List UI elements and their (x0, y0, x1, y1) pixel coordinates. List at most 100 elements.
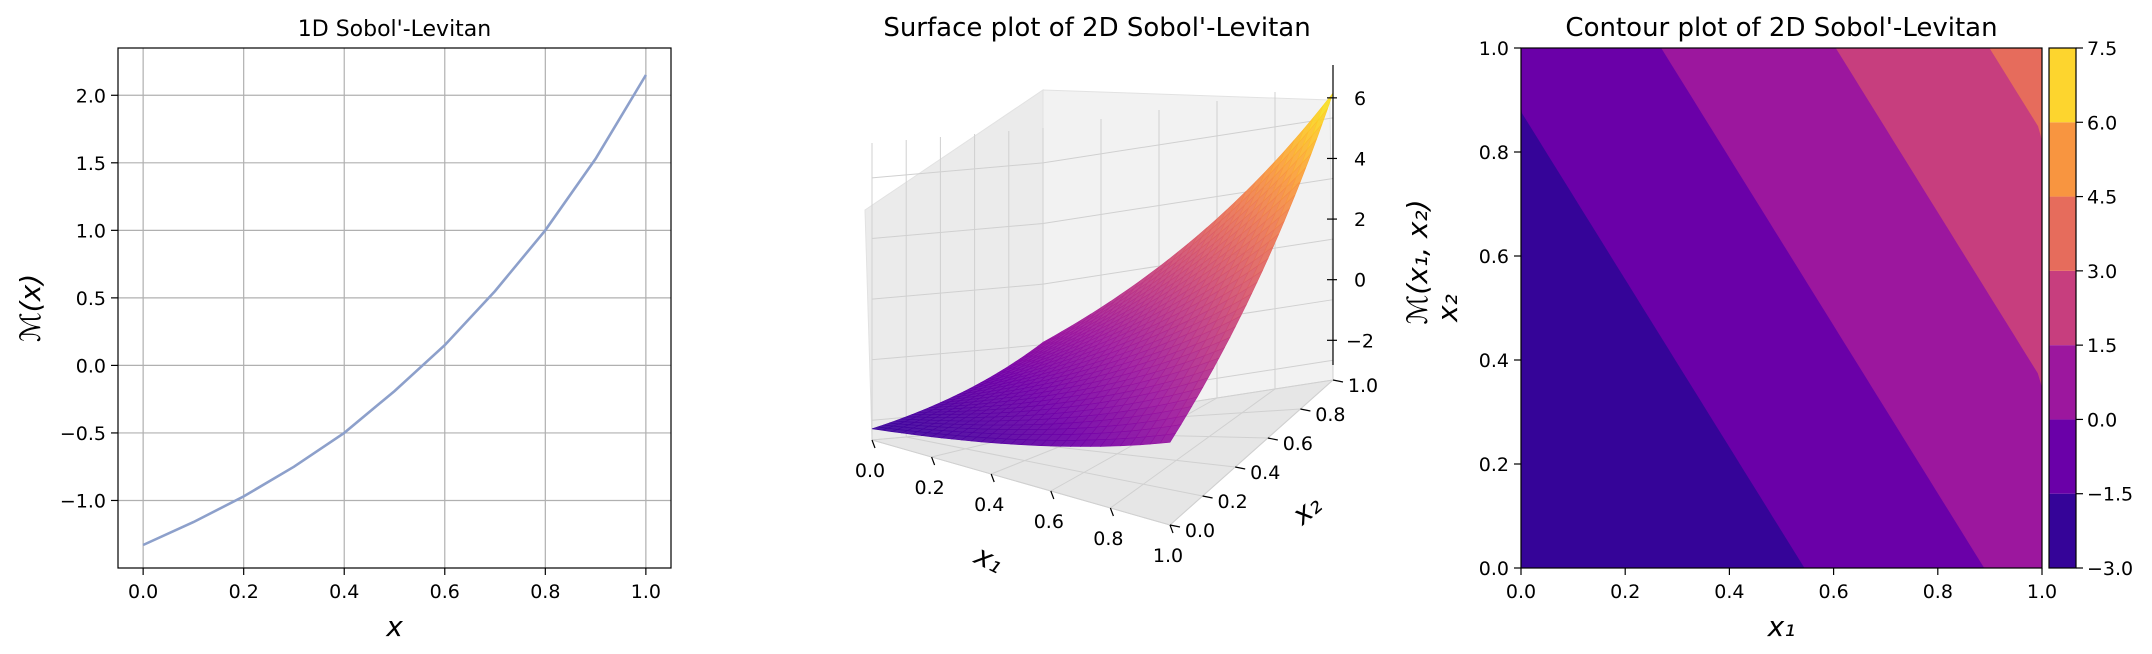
surface-x-label: x₁ (969, 538, 1009, 580)
line-chart-series (142, 74, 648, 547)
surface-mesh (871, 92, 1334, 447)
x-tick-label: 0.6 (1818, 581, 1848, 603)
y-tick-label: 1.0 (76, 220, 106, 242)
x-tick-mark (871, 439, 876, 449)
x-tick-label: 1.0 (631, 581, 661, 603)
wall-grid-line (871, 283, 1044, 300)
x-tick-label: 0.0 (128, 581, 158, 603)
colorbar-tick-label: 3.0 (2087, 261, 2117, 283)
y-tick-label: 1.5 (76, 153, 106, 175)
wall-grid-line (1042, 117, 1334, 164)
x-tick-mark (990, 473, 995, 483)
x-tick-mark (1050, 490, 1055, 500)
contour-x-ticks: 0.0 0.2 0.4 0.6 0.8 1.0 (1506, 568, 2057, 603)
colorbar-segment (2049, 419, 2076, 494)
surface-z-label: ℳ(x₁, x₂) (1401, 199, 1434, 324)
x-tick-label: 1.0 (1153, 545, 1183, 567)
y-tick-label: 0.5 (76, 288, 106, 310)
wall-grid-line (871, 344, 1044, 361)
floor-grid-line (871, 439, 1171, 526)
line-chart-x-label: x (385, 610, 403, 643)
x-tick-label: 0.2 (914, 477, 944, 499)
z-tick-label: 6 (1354, 88, 1366, 110)
colorbar-tick-label: 0.0 (2087, 409, 2117, 431)
colorbar-tick-label: 4.5 (2087, 187, 2117, 209)
colorbar-tick-label: −1.5 (2087, 484, 2133, 506)
contour-chart-frame (1520, 47, 2043, 569)
x-tick-label: 0.8 (1093, 528, 1123, 550)
y-tick-mark (1235, 466, 1246, 470)
y-tick-mark (1169, 524, 1181, 528)
y-tick-mark (1202, 495, 1213, 499)
y-tick-label: 0.0 (1185, 520, 1215, 542)
y-tick-label: 0.4 (1479, 350, 1509, 372)
surface-ticks: 0.00.20.40.60.81.00.00.20.40.60.81.0−202… (855, 65, 1378, 567)
x-tick-label: 0.8 (1923, 581, 1953, 603)
y-tick-label: 0.8 (1479, 142, 1509, 164)
x-tick-mark (931, 456, 936, 466)
x-tick-label: 1.0 (2027, 581, 2057, 603)
colorbar-segment (2049, 196, 2076, 271)
contour-x-label: x₁ (1767, 610, 1796, 643)
line-chart-y-label: ℳ(x) (14, 274, 47, 342)
y-tick-label: 0.0 (76, 355, 106, 377)
wall-grid-line (871, 162, 1044, 179)
y-tick-label: −0.5 (60, 423, 106, 445)
floor-grid-line (1169, 379, 1334, 526)
line-chart-title: 1D Sobol'-Levitan (298, 17, 491, 42)
y-tick-label: 0.2 (1479, 454, 1509, 476)
surface-y-label: x₂ (1285, 488, 1328, 532)
y-tick-label: 0.6 (1283, 433, 1313, 455)
colorbar-tick-label: 6.0 (2087, 112, 2117, 134)
x-tick-mark (1169, 524, 1174, 534)
floor-grid-line (906, 436, 1203, 497)
y-tick-label: 2.0 (76, 85, 106, 107)
x-tick-label: 0.4 (974, 494, 1004, 516)
contour-colorbar-ticks: −3.0 −1.5 0.0 1.5 3.0 4.5 6.0 7.5 (2076, 38, 2133, 580)
line-chart-x-ticks: 0.0 0.2 0.4 0.6 0.8 1.0 (128, 568, 661, 603)
y-tick-label: 0.0 (1479, 558, 1509, 580)
x-tick-label: 0.2 (1610, 581, 1640, 603)
x-tick-label: 0.2 (229, 581, 259, 603)
colorbar-tick-label: 7.5 (2087, 38, 2117, 60)
line-chart-panel: 0.0 0.2 0.4 0.6 0.8 1.0 −1.0 −0.5 0.0 0.5 1.0 1.5 2… (14, 17, 672, 643)
line-chart-y-ticks: −1.0 −0.5 0.0 0.5 1.0 1.5 2.0 (60, 85, 118, 512)
surface-chart-title: Surface plot of 2D Sobol'-Levitan (883, 13, 1310, 43)
y-tick-label: 0.4 (1250, 462, 1280, 484)
y-tick-mark (1267, 437, 1278, 441)
contour-chart-panel: 0.0 0.2 0.4 0.6 0.8 1.0 0.0 0.2 0.4 0.6 0.8 1.0 −3… (1431, 13, 2133, 643)
y-tick-mark (1300, 408, 1311, 412)
x-tick-label: 0.0 (1506, 581, 1536, 603)
x-tick-label: 0.0 (855, 460, 885, 482)
line-series-path (142, 74, 648, 547)
y-tick-label: 0.2 (1217, 491, 1247, 513)
x-tick-label: 0.4 (1714, 581, 1744, 603)
colorbar-tick-label: −3.0 (2087, 558, 2133, 580)
y-tick-label: 1.0 (1479, 38, 1509, 60)
x-tick-label: 0.6 (430, 581, 460, 603)
x-tick-label: 0.6 (1034, 511, 1064, 533)
y-tick-label: 0.6 (1479, 246, 1509, 268)
y-tick-label: 1.0 (1348, 375, 1378, 397)
z-tick-label: 2 (1354, 209, 1366, 231)
z-tick-label: −2 (1346, 330, 1374, 352)
x-tick-label: 0.8 (530, 581, 560, 603)
surface-patch (1159, 433, 1176, 444)
contour-y-ticks: 0.0 0.2 0.4 0.6 0.8 1.0 (1479, 38, 1521, 580)
colorbar-segment (2049, 345, 2076, 420)
contour-bands (1520, 47, 2043, 569)
colorbar-segment (2049, 122, 2076, 197)
colorbar-tick-label: 1.5 (2087, 335, 2117, 357)
colorbar-segment (2049, 48, 2076, 123)
line-chart-frame (117, 47, 672, 569)
z-tick-label: 4 (1354, 148, 1366, 170)
y-tick-label: −1.0 (60, 490, 106, 512)
colorbar-segment (2049, 493, 2076, 568)
wall-grid-line (871, 222, 1044, 239)
contour-chart-title: Contour plot of 2D Sobol'-Levitan (1565, 13, 1997, 43)
x-tick-label: 0.4 (329, 581, 359, 603)
line-chart-grid (118, 48, 671, 568)
colorbar-frame (2048, 47, 2077, 569)
colorbar-segment (2049, 270, 2076, 346)
